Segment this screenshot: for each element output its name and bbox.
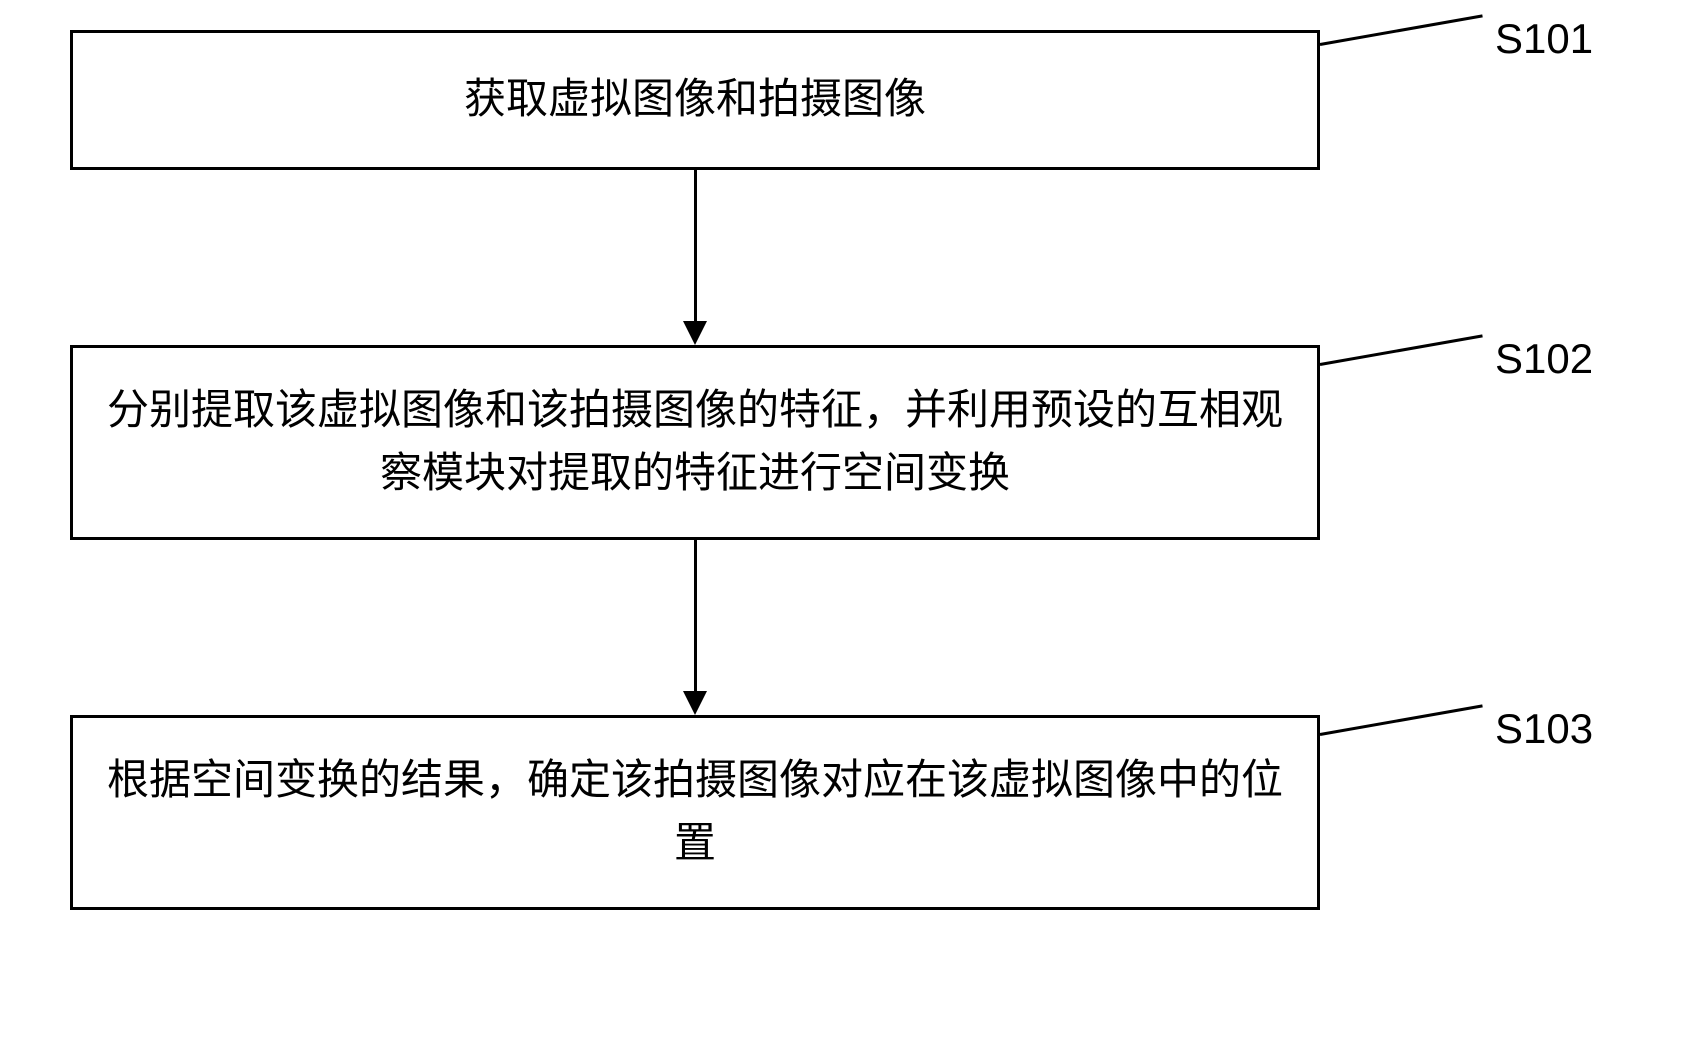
arrow-head-1 [683, 321, 707, 345]
node-text: 分别提取该虚拟图像和该拍摄图像的特征，并利用预设的互相观察模块对提取的特征进行空… [103, 380, 1287, 506]
node-label-s101: S101 [1495, 15, 1593, 63]
node-text: 获取虚拟图像和拍摄图像 [464, 69, 926, 132]
node-label-s102: S102 [1495, 335, 1593, 383]
flowchart-container: 获取虚拟图像和拍摄图像 S101 分别提取该虚拟图像和该拍摄图像的特征，并利用预… [0, 0, 1685, 1047]
arrow-line-1 [694, 170, 697, 321]
arrow-head-2 [683, 691, 707, 715]
arrow-line-2 [694, 540, 697, 691]
flowchart-node-s102: 分别提取该虚拟图像和该拍摄图像的特征，并利用预设的互相观察模块对提取的特征进行空… [70, 345, 1320, 540]
callout-line-s103 [1320, 704, 1483, 736]
flowchart-node-s103: 根据空间变换的结果，确定该拍摄图像对应在该虚拟图像中的位置 [70, 715, 1320, 910]
callout-line-s101 [1320, 14, 1483, 46]
node-label-s103: S103 [1495, 705, 1593, 753]
callout-line-s102 [1320, 334, 1483, 366]
flowchart-node-s101: 获取虚拟图像和拍摄图像 [70, 30, 1320, 170]
node-text: 根据空间变换的结果，确定该拍摄图像对应在该虚拟图像中的位置 [103, 750, 1287, 876]
